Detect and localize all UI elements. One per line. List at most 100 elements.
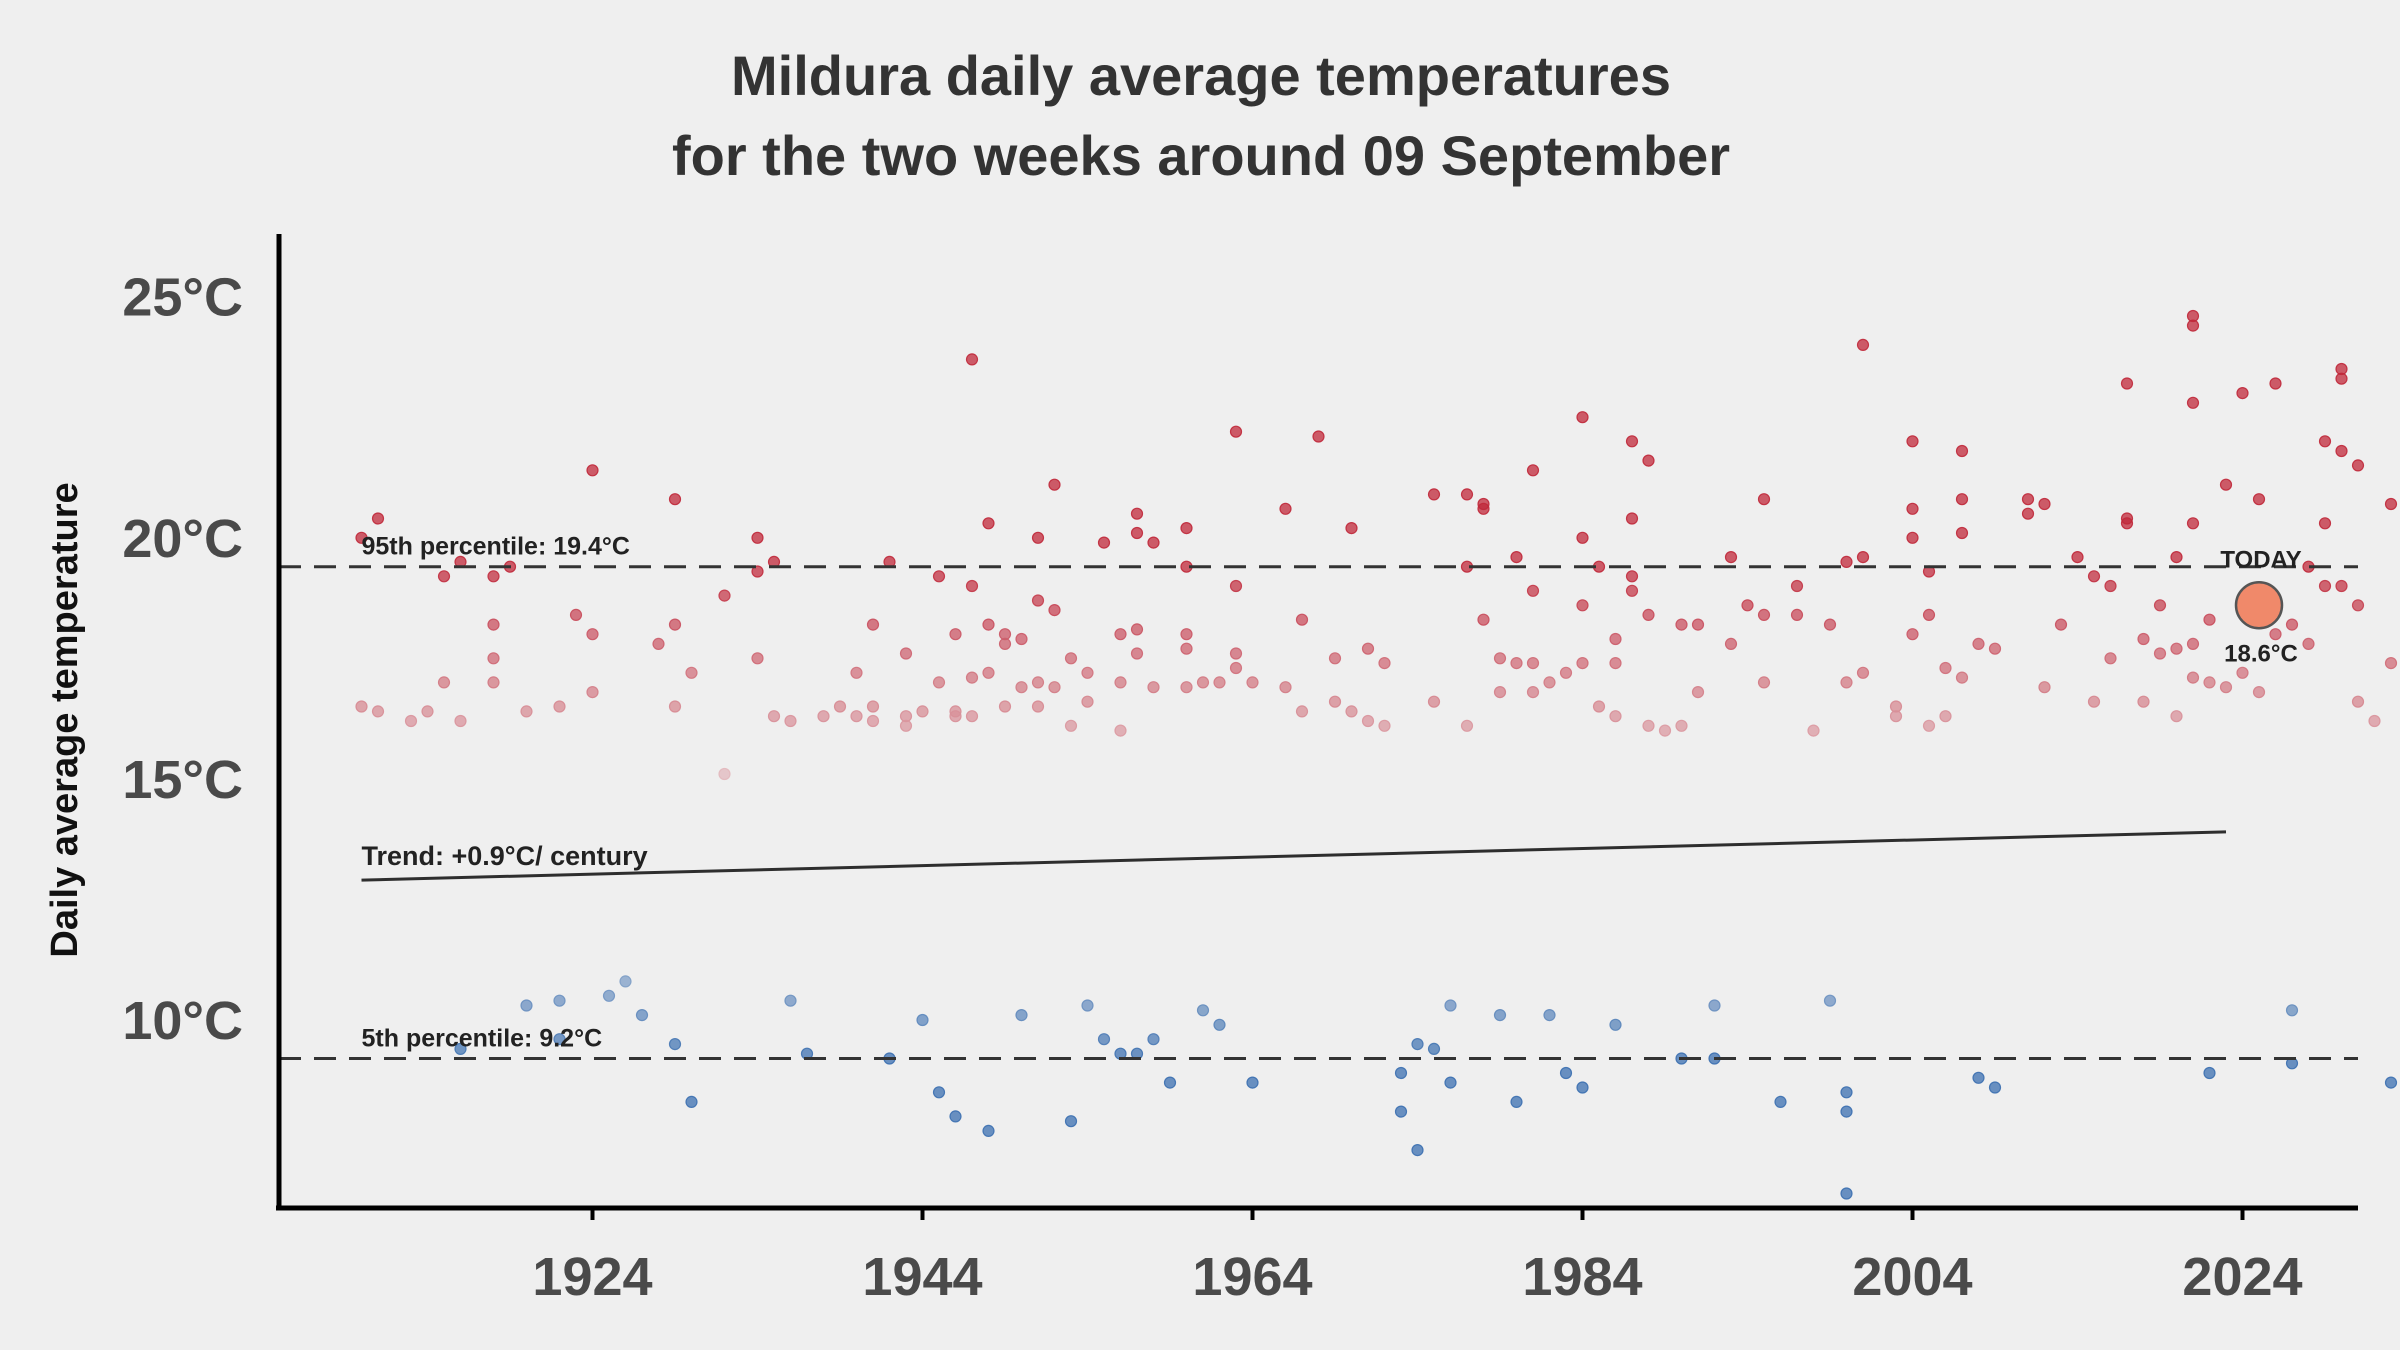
data-point	[1757, 676, 1771, 689]
data-point	[1394, 1105, 1408, 1118]
x-tick-label: 1984	[1522, 1247, 1642, 1307]
data-point	[2269, 377, 2282, 390]
data-point	[1114, 676, 1127, 689]
data-point	[1097, 536, 1111, 549]
data-point	[487, 652, 500, 665]
data-point	[2252, 685, 2266, 699]
data-point	[2351, 459, 2365, 472]
data-point	[1279, 681, 1292, 694]
data-point	[1576, 531, 1589, 544]
data-point	[1031, 676, 1045, 689]
data-point	[1675, 618, 1688, 631]
data-point	[1823, 618, 1837, 631]
data-point	[1328, 695, 1342, 708]
data-point	[2170, 710, 2183, 723]
data-point	[1790, 579, 1804, 593]
chart-title: Mildura daily average temperatures	[731, 44, 1671, 107]
data-point	[1279, 502, 1292, 515]
data-point	[2038, 681, 2051, 694]
data-point	[1031, 594, 1045, 607]
data-point	[1906, 435, 1919, 448]
data-point	[2351, 695, 2365, 708]
data-point	[2335, 444, 2348, 458]
data-point	[520, 999, 533, 1012]
y-tick-label: 15°C	[122, 750, 243, 810]
data-point	[1922, 719, 1936, 732]
data-point	[1378, 656, 1391, 670]
data-point	[1576, 1081, 1589, 1094]
data-point	[1906, 531, 1919, 544]
data-point	[1361, 714, 1375, 728]
data-point	[982, 517, 995, 530]
data-point	[619, 975, 632, 988]
data-point	[1972, 1071, 1985, 1084]
data-point	[1147, 1033, 1160, 1046]
data-point	[1691, 685, 1705, 699]
data-point	[437, 676, 451, 689]
data-point	[2302, 637, 2315, 651]
data-point	[1856, 550, 1870, 564]
data-point	[1840, 676, 1853, 689]
data-point	[355, 700, 368, 713]
data-point	[1526, 464, 1540, 477]
data-point	[1724, 550, 1738, 564]
data-point	[487, 570, 500, 583]
data-point	[2170, 550, 2183, 564]
data-point	[1543, 676, 1556, 689]
data-point	[2021, 507, 2035, 520]
data-point	[2186, 396, 2200, 409]
data-point	[1493, 652, 1507, 665]
data-point	[1312, 430, 1325, 443]
data-point	[437, 570, 451, 583]
data-point	[1955, 493, 1969, 506]
data-point	[1889, 710, 1903, 723]
data-point	[1642, 454, 1655, 467]
ticks-layer: 1924 1944 1964 1984 2004 2024 10°C 15°C 20°C 25°C	[122, 268, 2302, 1307]
data-point	[1081, 695, 1094, 708]
percentile-label: 5th percentile: 9.2°C	[362, 1025, 603, 1053]
data-point	[1328, 652, 1342, 665]
data-point	[833, 700, 847, 713]
data-point	[2186, 517, 2200, 530]
data-point	[1510, 1095, 1523, 1109]
data-point	[1988, 1081, 2002, 1094]
data-point	[1625, 570, 1639, 583]
data-point	[1840, 555, 1853, 569]
data-point	[965, 579, 979, 593]
data-point	[1972, 637, 1985, 651]
data-point	[1757, 608, 1771, 622]
data-point	[751, 531, 764, 544]
data-point	[1229, 647, 1243, 660]
data-point	[2087, 570, 2101, 583]
data-point	[668, 618, 682, 631]
data-point	[1939, 710, 1952, 723]
data-point	[1130, 623, 1144, 636]
data-point	[2021, 493, 2035, 506]
data-point	[1048, 478, 1061, 491]
data-point	[1543, 1008, 1556, 1022]
y-tick-label: 25°C	[122, 268, 243, 328]
data-point	[998, 637, 1012, 651]
data-point	[2203, 1066, 2216, 1080]
data-point	[1130, 507, 1144, 520]
data-point	[2038, 497, 2051, 511]
data-point	[1180, 681, 1193, 694]
data-point	[1559, 1066, 1573, 1080]
data-point	[520, 705, 533, 718]
data-point	[751, 565, 764, 578]
data-point	[1724, 637, 1738, 651]
data-point	[2384, 497, 2398, 511]
data-point	[1345, 705, 1358, 718]
data-point	[1015, 632, 1028, 646]
data-point	[932, 676, 946, 689]
data-point	[487, 676, 500, 689]
data-point	[965, 671, 979, 684]
data-point	[2071, 550, 2084, 564]
data-point	[1361, 642, 1375, 655]
data-point	[1609, 710, 1622, 723]
today-value-label: 18.6°C	[2224, 640, 2298, 667]
data-point	[1295, 613, 1309, 626]
data-point	[718, 589, 731, 602]
data-point	[2186, 637, 2200, 651]
data-point	[2120, 377, 2134, 390]
